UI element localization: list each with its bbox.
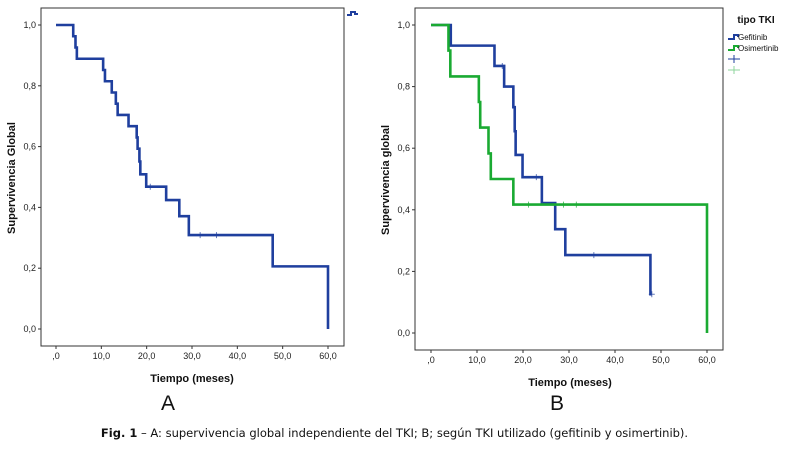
x-tick-label: 10,0 bbox=[93, 351, 111, 361]
x-axis-label: Tiempo (meses) bbox=[150, 373, 234, 385]
chart-a: 0,0 0,2 0,4 0,6 0,8 1,0 ,0 10,0 20,0 30,0 40,0 50,… bbox=[6, 7, 358, 415]
x-tick-label: 30,0 bbox=[183, 351, 201, 361]
censor-mark bbox=[499, 62, 506, 69]
plot-frame bbox=[414, 7, 724, 351]
panel-label-b: B bbox=[550, 392, 564, 415]
censor-mark bbox=[147, 183, 154, 190]
y-tick-label: 0,6 bbox=[397, 143, 410, 153]
panel-label-a: A bbox=[161, 392, 175, 415]
figure-caption: Fig. 1 – A: supervivencia global indepen… bbox=[0, 426, 789, 440]
x-tick-label: 50,0 bbox=[274, 351, 292, 361]
x-axis-label: Tiempo (meses) bbox=[528, 377, 612, 389]
x-ticks: ,0 10,0 20,0 30,0 40,0 50,0 60,0 bbox=[427, 350, 716, 365]
censor-mark bbox=[573, 201, 580, 208]
legend-fragment-icon bbox=[347, 11, 358, 16]
y-tick-label: 0,4 bbox=[23, 202, 36, 212]
x-tick-label: 20,0 bbox=[138, 351, 156, 361]
y-ticks: 0,0 0,2 0,4 0,6 0,8 1,0 bbox=[397, 20, 415, 338]
caption-text: – A: supervivencia global independiente … bbox=[137, 426, 689, 440]
x-tick-label: 40,0 bbox=[606, 355, 624, 365]
y-tick-label: 0,4 bbox=[397, 205, 410, 215]
y-tick-label: 1,0 bbox=[397, 20, 410, 30]
legend-label-osimertinib: Osimertinib bbox=[738, 44, 779, 53]
censor-mark bbox=[560, 201, 567, 208]
x-tick-label: 40,0 bbox=[229, 351, 247, 361]
x-tick-label: ,0 bbox=[427, 355, 435, 365]
survival-curve-gefitinib bbox=[431, 23, 652, 296]
censor-mark bbox=[590, 252, 597, 259]
legend: tipo TKI Gefitinib Osimertinib bbox=[728, 15, 779, 74]
y-tick-label: 0,8 bbox=[397, 82, 410, 92]
y-tick-label: 0,8 bbox=[23, 81, 36, 91]
y-tick-label: 0,2 bbox=[397, 266, 410, 276]
x-tick-label: 60,0 bbox=[319, 351, 337, 361]
censor-mark bbox=[213, 232, 220, 239]
survival-curve-global bbox=[56, 23, 330, 329]
x-tick-label: 10,0 bbox=[468, 355, 486, 365]
x-tick-label: ,0 bbox=[52, 351, 60, 361]
legend-censor-gefitinib-icon bbox=[728, 55, 740, 63]
survival-curve-osimertinib bbox=[431, 23, 709, 333]
y-ticks: 0,0 0,2 0,4 0,6 0,8 1,0 bbox=[23, 20, 41, 334]
y-tick-label: 1,0 bbox=[23, 20, 36, 30]
series-group bbox=[56, 23, 330, 329]
x-ticks: ,0 10,0 20,0 30,0 40,0 50,0 60,0 bbox=[52, 346, 337, 361]
x-tick-label: 60,0 bbox=[698, 355, 716, 365]
y-axis-label: Supervivencia global bbox=[380, 125, 392, 235]
series-group bbox=[431, 23, 709, 333]
chart-b: 0,0 0,2 0,4 0,6 0,8 1,0 ,0 10,0 20,0 30,0 40,0 50,… bbox=[380, 7, 779, 415]
legend-censor-osimertinib-icon bbox=[728, 66, 740, 74]
legend-swatch-osimertinib bbox=[728, 45, 739, 51]
y-tick-label: 0,0 bbox=[397, 328, 410, 338]
y-tick-label: 0,6 bbox=[23, 142, 36, 152]
legend-title: tipo TKI bbox=[737, 15, 774, 26]
censor-mark bbox=[197, 232, 204, 239]
y-tick-label: 0,0 bbox=[23, 324, 36, 334]
x-tick-label: 20,0 bbox=[514, 355, 532, 365]
legend-label-gefitinib: Gefitinib bbox=[738, 33, 768, 42]
x-tick-label: 50,0 bbox=[652, 355, 670, 365]
censor-mark bbox=[525, 201, 532, 208]
censor-mark bbox=[533, 174, 540, 181]
y-tick-label: 0,2 bbox=[23, 263, 36, 273]
plot-frame bbox=[40, 7, 345, 347]
caption-label: Fig. 1 bbox=[100, 426, 138, 440]
censor-mark bbox=[648, 291, 655, 298]
x-tick-label: 30,0 bbox=[560, 355, 578, 365]
legend-swatch-gefitinib bbox=[728, 34, 739, 40]
y-axis-label: Supervivencia Global bbox=[6, 122, 18, 234]
